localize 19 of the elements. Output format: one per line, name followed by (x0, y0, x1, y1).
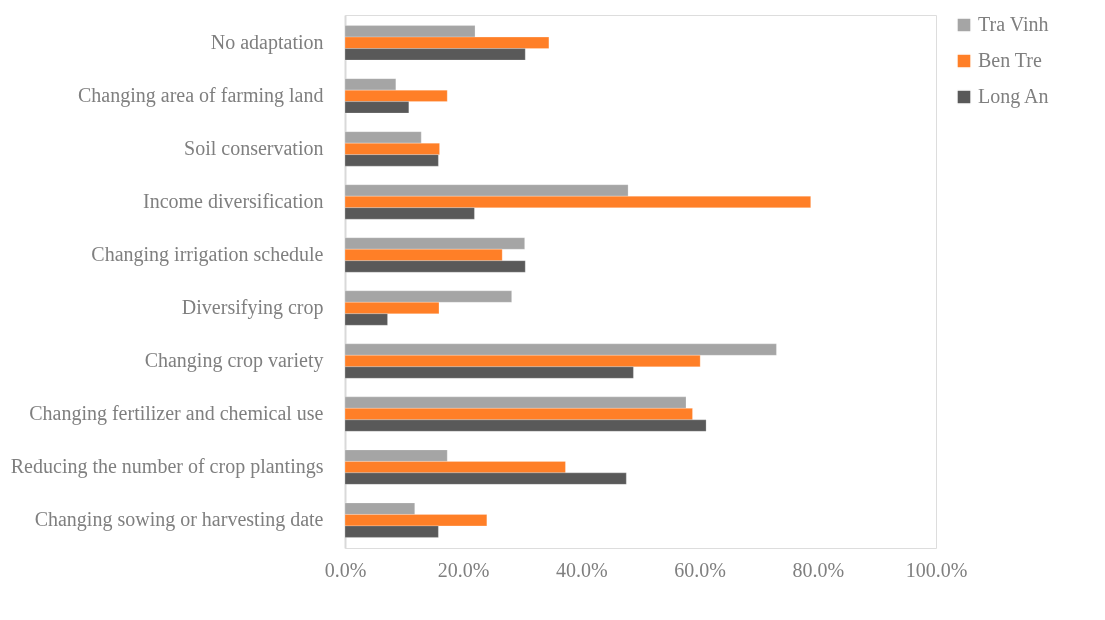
y-tick-label: Reducing the number of crop plantings (10, 455, 324, 479)
y-tick-label: Income diversification (143, 189, 324, 212)
x-tick-label: 80.0% (792, 558, 845, 581)
y-tick-label: Soil conservation (184, 136, 324, 159)
legend-label: Ben Tre (978, 49, 1043, 71)
x-tick-label: 40.0% (556, 558, 608, 581)
y-tick-label: Diversifying crop (181, 296, 324, 320)
legend-label: Tra Vinh (978, 13, 1049, 35)
y-tick-label: Changing sowing or harvesting date (34, 508, 324, 532)
y-tick-label: No adaptation (210, 30, 324, 54)
x-tick-label: 100.0% (905, 558, 968, 581)
x-tick-label: 0.0% (324, 558, 367, 581)
legend-label: Long An (978, 85, 1049, 108)
y-tick-label: Changing irrigation schedule (91, 242, 324, 266)
y-tick-label: Changing area of farming land (78, 83, 324, 107)
y-tick-label: Changing crop variety (144, 349, 324, 373)
y-tick-label: Changing fertilizer and chemical use (29, 402, 324, 426)
x-tick-label: 20.0% (437, 558, 490, 581)
x-tick-label: 60.0% (674, 558, 726, 581)
